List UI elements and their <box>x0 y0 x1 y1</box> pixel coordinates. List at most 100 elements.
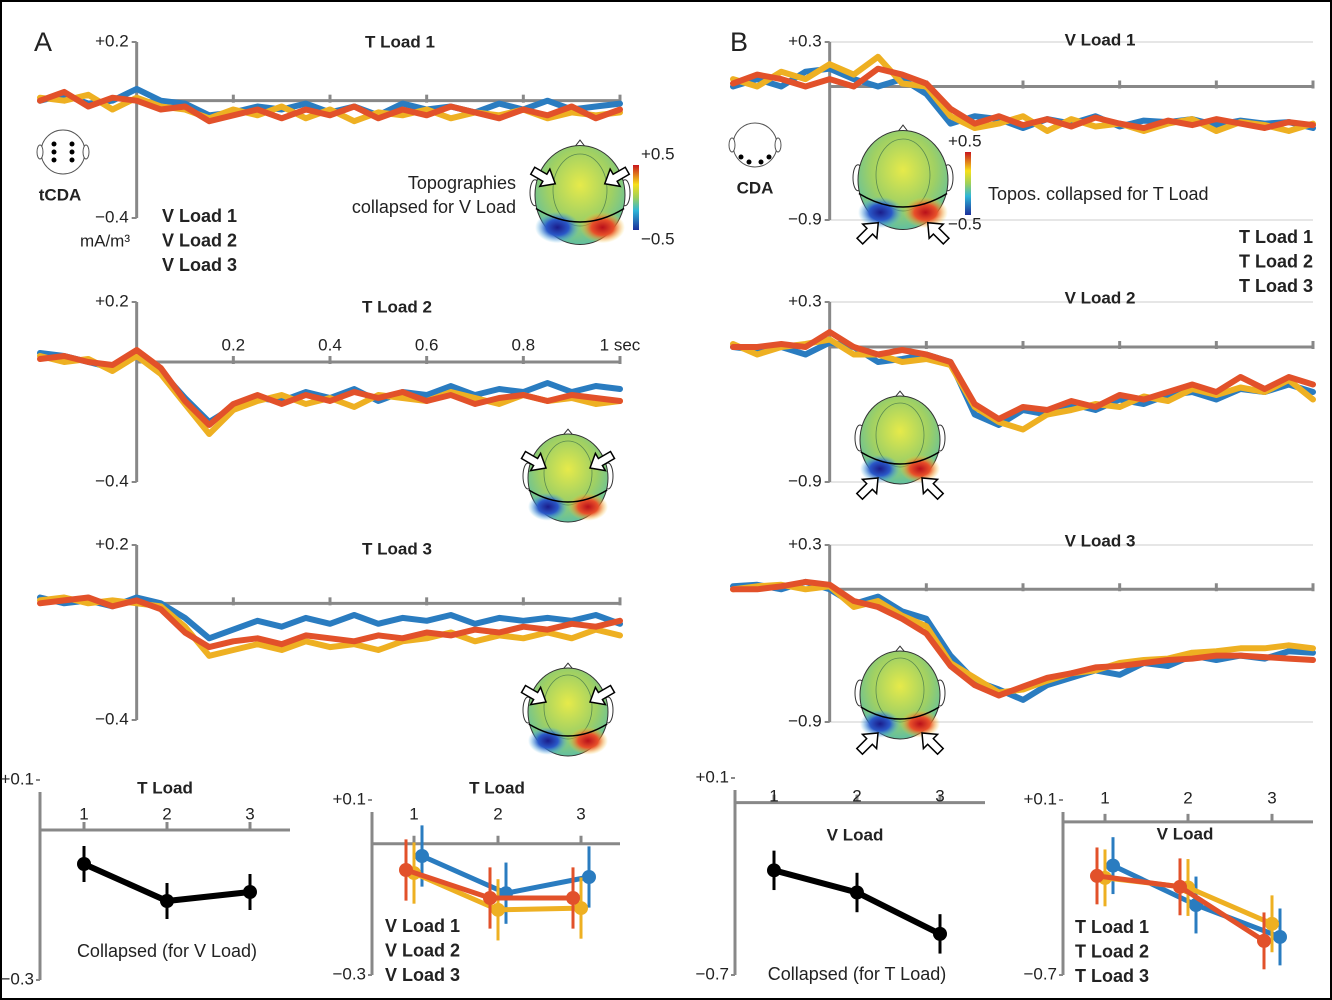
x-axis-title: T Load <box>137 778 193 797</box>
waveform <box>730 53 1316 134</box>
y-tick-label: +0.1 <box>1023 789 1057 808</box>
legend-entry: V Load 1 <box>385 916 460 936</box>
point <box>1090 868 1104 883</box>
electrode-head <box>732 122 778 168</box>
y-tick-label: +0.3 <box>788 31 822 50</box>
x-axis-title: T Load <box>469 778 525 797</box>
head-arc <box>535 207 625 223</box>
electrode-label: CDA <box>737 178 774 197</box>
pos-blob <box>900 709 940 738</box>
point <box>582 870 596 884</box>
electrode <box>51 141 57 147</box>
x-tick-label: 3 <box>935 786 944 805</box>
y-tick-label: −0.7 <box>695 964 729 983</box>
point <box>160 894 174 908</box>
arrow <box>855 732 879 756</box>
arrow <box>588 450 616 472</box>
point <box>483 891 497 905</box>
y-tick-label: +0.1 <box>332 789 366 808</box>
arrow <box>921 732 945 756</box>
y-tick-label: −0.9 <box>788 711 822 730</box>
y-axis-label: mA/m³ <box>80 231 130 250</box>
electrode <box>51 157 57 163</box>
x-tick-label: 0.4 <box>318 335 342 354</box>
waveform <box>37 347 623 428</box>
point <box>1257 933 1271 948</box>
point <box>850 885 864 900</box>
pos-blob <box>568 492 608 521</box>
waveform <box>37 88 623 125</box>
x-tick-label: 2 <box>493 804 502 823</box>
electrode <box>69 149 75 155</box>
legend-entry: V Load 2 <box>162 230 237 250</box>
legend-entry: V Load 3 <box>385 965 460 985</box>
topography-label: collapsed for V Load <box>352 197 516 217</box>
contour <box>552 153 608 227</box>
arrow <box>588 684 616 706</box>
ear <box>36 144 44 160</box>
point <box>566 891 580 905</box>
chart-title: V Load 3 <box>1065 531 1136 550</box>
legend-entry: T Load 1 <box>1239 227 1313 247</box>
electrode <box>69 157 75 163</box>
point <box>77 857 91 871</box>
y-tick-label: +0.1 <box>0 769 34 788</box>
arrow <box>855 221 880 246</box>
colorbar <box>633 165 639 230</box>
y-tick-label: −0.3 <box>332 964 366 983</box>
contour <box>875 657 925 723</box>
point <box>1173 879 1187 894</box>
y-tick-label: +0.1 <box>695 767 729 786</box>
electrode <box>51 149 57 155</box>
waveform <box>730 65 1316 131</box>
caption: Collapsed (for V Load) <box>77 941 257 961</box>
y-tick-label: +0.2 <box>95 31 129 50</box>
electrode <box>766 154 772 160</box>
ear <box>774 137 782 153</box>
electrode <box>69 141 75 147</box>
y-tick-label: −0.9 <box>788 209 822 228</box>
point <box>1106 858 1120 873</box>
x-tick-label: 1 <box>769 786 778 805</box>
y-tick-label: −0.3 <box>0 969 34 988</box>
chart-title: V Load 1 <box>1065 30 1136 49</box>
contour <box>875 138 931 212</box>
colorbar-label: −0.5 <box>948 214 982 233</box>
point <box>933 926 947 941</box>
x-tick-label: 1 <box>79 804 88 823</box>
y-tick-label: +0.3 <box>788 291 822 310</box>
point <box>491 902 505 917</box>
contour <box>543 674 593 740</box>
x-tick-label: 0.6 <box>415 335 439 354</box>
x-axis-title: V Load <box>827 825 884 844</box>
arrow <box>520 450 548 472</box>
arrow <box>529 166 557 188</box>
pos-blob <box>900 454 940 483</box>
electrode-head <box>40 129 86 175</box>
point <box>243 885 257 899</box>
point <box>415 849 429 863</box>
neg-blob <box>528 492 568 521</box>
x-tick-label: 3 <box>576 804 585 823</box>
point <box>767 863 781 878</box>
y-tick-label: +0.2 <box>95 291 129 310</box>
neg-blob <box>860 454 900 483</box>
legend-entry: T Load 3 <box>1239 276 1313 296</box>
waveform <box>730 329 1316 422</box>
neg-blob <box>528 726 568 755</box>
pos-blob <box>568 726 608 755</box>
x-tick-label: 2 <box>1183 788 1192 807</box>
legend-entry: T Load 2 <box>1075 941 1149 961</box>
panel-label: B <box>730 27 748 57</box>
ear <box>728 137 736 153</box>
colorbar-label: +0.5 <box>948 131 982 150</box>
contour <box>543 440 593 506</box>
x-tick-label: 2 <box>852 786 861 805</box>
chart-title: T Load 3 <box>362 539 432 558</box>
legend-entry: V Load 1 <box>162 206 237 226</box>
head-arc <box>528 489 608 503</box>
head-arc <box>860 451 940 465</box>
point <box>574 901 588 916</box>
legend-entry: T Load 2 <box>1239 251 1313 271</box>
